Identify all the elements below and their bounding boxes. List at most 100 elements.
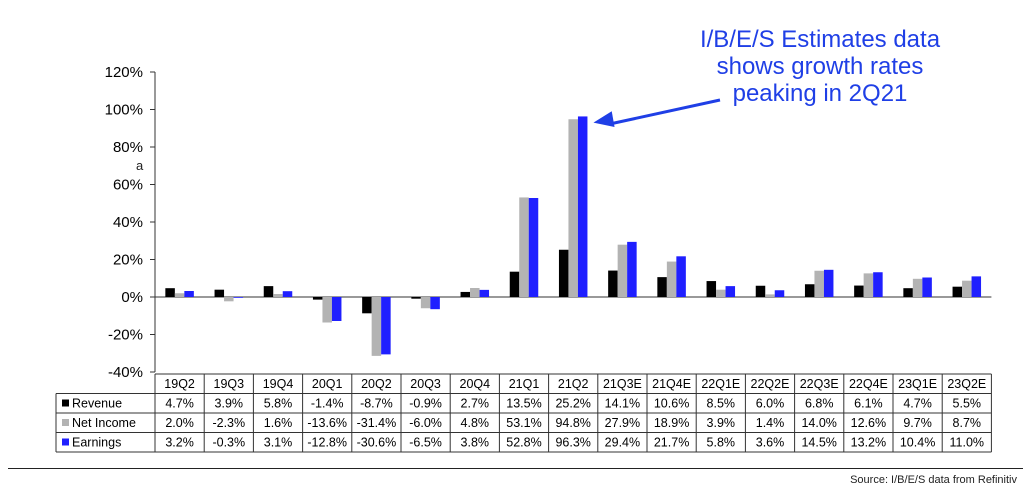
data-label: 5.8% <box>707 436 736 450</box>
legend-label: Revenue <box>72 397 122 411</box>
data-label: 10.6% <box>654 397 689 411</box>
bar-revenue <box>755 285 766 297</box>
y-tick-label: 20% <box>113 252 143 269</box>
legend-swatch <box>62 399 69 407</box>
x-tick-label: 23Q1E <box>898 377 937 391</box>
bar-earnings <box>282 291 293 297</box>
data-label: 2.7% <box>461 397 490 411</box>
source-note: Source: I/B/E/S data from Refinitiv <box>850 474 1017 486</box>
data-label: 10.4% <box>900 436 935 450</box>
data-label: 4.8% <box>461 416 490 430</box>
bar-earnings <box>430 297 440 310</box>
x-tick-label: 19Q4 <box>263 377 294 391</box>
data-label: 27.9% <box>605 416 640 430</box>
bar-net-income <box>912 278 923 297</box>
bar-net-income <box>666 261 677 297</box>
data-label: 96.3% <box>555 436 590 450</box>
data-label: -8.7% <box>360 397 393 411</box>
bar-revenue <box>903 288 913 297</box>
data-label: -1.4% <box>311 397 344 411</box>
bar-net-income <box>174 293 185 297</box>
x-tick-label: 20Q2 <box>361 377 392 391</box>
bar-earnings <box>676 256 686 297</box>
y-tick-label: 120% <box>105 64 143 81</box>
data-label: 5.8% <box>264 397 293 411</box>
bottom-rule <box>8 468 1023 469</box>
bar-net-income <box>765 294 775 297</box>
bar-net-income <box>224 297 234 302</box>
bar-revenue <box>854 285 864 297</box>
data-label: -2.3% <box>212 416 245 430</box>
y-tick-label: 80% <box>113 139 143 156</box>
data-label: 4.7% <box>165 397 194 411</box>
data-label: 21.7% <box>654 436 689 450</box>
data-label: 53.1% <box>506 416 541 430</box>
y-tick-label: 100% <box>105 102 143 119</box>
data-label: -31.4% <box>357 416 397 430</box>
data-label: 3.9% <box>707 416 736 430</box>
bar-revenue <box>706 281 717 297</box>
bar-earnings <box>577 116 588 297</box>
bar-revenue <box>312 297 323 300</box>
data-label: 6.8% <box>805 397 834 411</box>
data-label: 8.5% <box>707 397 736 411</box>
x-tick-label: 23Q2E <box>947 377 986 391</box>
legend-swatch <box>62 419 69 426</box>
data-label: 1.6% <box>264 416 293 430</box>
bar-earnings <box>479 289 490 297</box>
bar-earnings <box>971 276 982 297</box>
x-tick-label: 20Q1 <box>312 377 343 391</box>
annotation-callout: I/B/E/S Estimates data shows growth rate… <box>640 26 1000 107</box>
data-label: -0.3% <box>212 436 245 450</box>
bar-earnings <box>873 272 883 297</box>
y-tick-label: 40% <box>113 214 143 231</box>
data-label: 25.2% <box>555 397 590 411</box>
bar-revenue <box>608 270 618 297</box>
bar-revenue <box>460 291 471 297</box>
legend-label: Net Income <box>72 416 136 430</box>
x-tick-label: 21Q2 <box>558 377 589 391</box>
bar-revenue <box>263 286 274 297</box>
bar-revenue <box>558 249 569 297</box>
data-label: 14.5% <box>801 436 836 450</box>
x-tick-label: 22Q1E <box>701 377 740 391</box>
data-label: 3.6% <box>756 436 785 450</box>
bar-revenue <box>509 271 520 297</box>
bar-net-income <box>470 288 480 297</box>
bar-revenue <box>804 284 815 297</box>
data-label: 8.7% <box>953 416 982 430</box>
data-label: 14.0% <box>801 416 836 430</box>
data-label: 2.0% <box>165 416 194 430</box>
data-label: 4.7% <box>903 397 932 411</box>
data-label: 12.6% <box>851 416 886 430</box>
data-label: 3.9% <box>215 397 244 411</box>
y-tick-label: -20% <box>108 327 143 344</box>
bar-net-income <box>371 297 382 356</box>
data-label: 13.2% <box>851 436 886 450</box>
x-tick-label: 22Q4E <box>849 377 888 391</box>
x-tick-label: 21Q4E <box>652 377 691 391</box>
x-tick-label: 19Q3 <box>214 377 245 391</box>
y-tick-label: 0% <box>121 289 143 306</box>
bar-earnings <box>331 297 342 321</box>
bar-earnings <box>233 297 244 298</box>
bar-revenue <box>657 277 667 297</box>
data-label: 5.5% <box>953 397 982 411</box>
data-label: -30.6% <box>357 436 397 450</box>
data-label: -12.8% <box>307 436 347 450</box>
legend-swatch <box>62 438 69 446</box>
bar-net-income <box>519 197 529 297</box>
bar-revenue <box>411 297 421 299</box>
annotation-arrow-shaft <box>611 98 721 126</box>
x-tick-label: 22Q2E <box>751 377 790 391</box>
bar-net-income <box>420 297 431 309</box>
y-tick-label: 60% <box>113 177 143 194</box>
x-tick-label: 19Q2 <box>164 377 195 391</box>
data-label: 3.2% <box>165 436 194 450</box>
data-label: 14.1% <box>605 397 640 411</box>
data-label: 52.8% <box>506 436 541 450</box>
bar-earnings <box>627 241 637 297</box>
data-label: -13.6% <box>307 416 347 430</box>
bar-net-income <box>617 244 628 297</box>
